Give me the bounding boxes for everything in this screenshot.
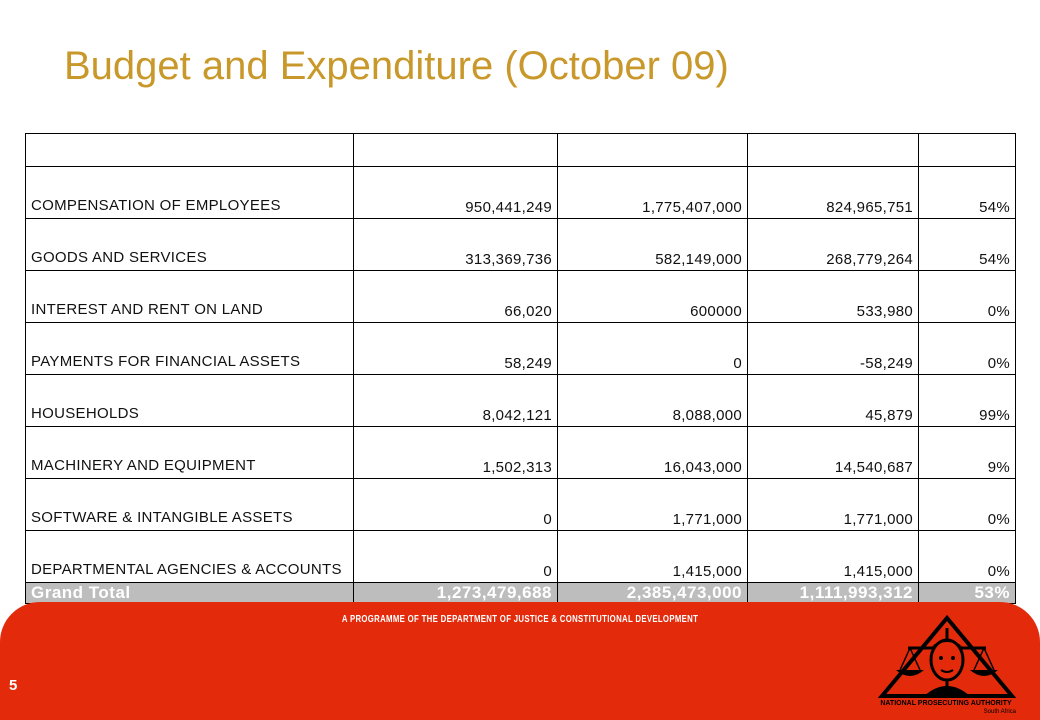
table-row: COMPENSATION OF EMPLOYEES 950,441,249 1,… [25,166,1016,219]
percent-cell: 0% [918,478,1016,531]
table-row: DEPARTMENTAL AGENCIES & ACCOUNTS 0 1,415… [25,530,1016,583]
expenditure-cell: 58,249 [353,322,558,375]
header-cell [918,133,1016,167]
row-label: COMPENSATION OF EMPLOYEES [25,166,354,219]
header-cell [557,133,748,167]
balance-cell: 533,980 [747,270,919,323]
page-number: 5 [9,677,18,694]
budget-cell: 8,088,000 [557,374,748,427]
table-row: MACHINERY AND EQUIPMENT 1,502,313 16,043… [25,426,1016,479]
table-row: GOODS AND SERVICES 313,369,736 582,149,0… [25,218,1016,271]
row-label: GOODS AND SERVICES [25,218,354,271]
footer-band [0,602,1040,720]
expenditure-cell: 950,441,249 [353,166,558,219]
balance-cell: 1,415,000 [747,530,919,583]
balance-cell: 14,540,687 [747,426,919,479]
expenditure-cell: 66,020 [353,270,558,323]
budget-cell: 600000 [557,270,748,323]
npa-logo-icon [877,614,1017,698]
total-budget-cell: 2,385,473,000 [557,582,748,604]
budget-cell: 16,043,000 [557,426,748,479]
balance-cell: -58,249 [747,322,919,375]
grand-total-row: Grand Total 1,273,479,688 2,385,473,000 … [25,582,1016,604]
expenditure-cell: 0 [353,478,558,531]
percent-cell: 54% [918,166,1016,219]
budget-cell: 1,771,000 [557,478,748,531]
header-cell [353,133,558,167]
table-row: SOFTWARE & INTANGIBLE ASSETS 0 1,771,000… [25,478,1016,531]
table-row: HOUSEHOLDS 8,042,121 8,088,000 45,879 99… [25,374,1016,427]
expenditure-cell: 1,502,313 [353,426,558,479]
row-label: DEPARTMENTAL AGENCIES & ACCOUNTS [25,530,354,583]
budget-cell: 1,415,000 [557,530,748,583]
header-cell [25,133,354,167]
balance-cell: 1,771,000 [747,478,919,531]
row-label: PAYMENTS FOR FINANCIAL ASSETS [25,322,354,375]
logo-caption: NATIONAL PROSECUTING AUTHORITY [880,700,1012,707]
row-label: HOUSEHOLDS [25,374,354,427]
expenditure-cell: 313,369,736 [353,218,558,271]
logo-subcaption: South Africa [983,709,1016,715]
header-cell [747,133,919,167]
percent-cell: 0% [918,322,1016,375]
budget-table: COMPENSATION OF EMPLOYEES 950,441,249 1,… [25,133,1016,604]
row-label: INTEREST AND RENT ON LAND [25,270,354,323]
percent-cell: 0% [918,270,1016,323]
percent-cell: 0% [918,530,1016,583]
percent-cell: 99% [918,374,1016,427]
budget-cell: 1,775,407,000 [557,166,748,219]
total-balance-cell: 1,111,993,312 [747,582,919,604]
expenditure-cell: 0 [353,530,558,583]
total-label: Grand Total [25,582,354,604]
expenditure-cell: 8,042,121 [353,374,558,427]
table-row: PAYMENTS FOR FINANCIAL ASSETS 58,249 0 -… [25,322,1016,375]
row-label: MACHINERY AND EQUIPMENT [25,426,354,479]
budget-cell: 582,149,000 [557,218,748,271]
table-header-row [25,133,1016,167]
balance-cell: 268,779,264 [747,218,919,271]
page-title: Budget and Expenditure (October 09) [64,44,729,88]
total-percent-cell: 53% [918,582,1016,604]
percent-cell: 9% [918,426,1016,479]
row-label: SOFTWARE & INTANGIBLE ASSETS [25,478,354,531]
table-row: INTEREST AND RENT ON LAND 66,020 600000 … [25,270,1016,323]
budget-cell: 0 [557,322,748,375]
programme-text: A PROGRAMME OF THE DEPARTMENT OF JUSTICE… [341,614,699,625]
balance-cell: 824,965,751 [747,166,919,219]
total-expenditure-cell: 1,273,479,688 [353,582,558,604]
balance-cell: 45,879 [747,374,919,427]
percent-cell: 54% [918,218,1016,271]
